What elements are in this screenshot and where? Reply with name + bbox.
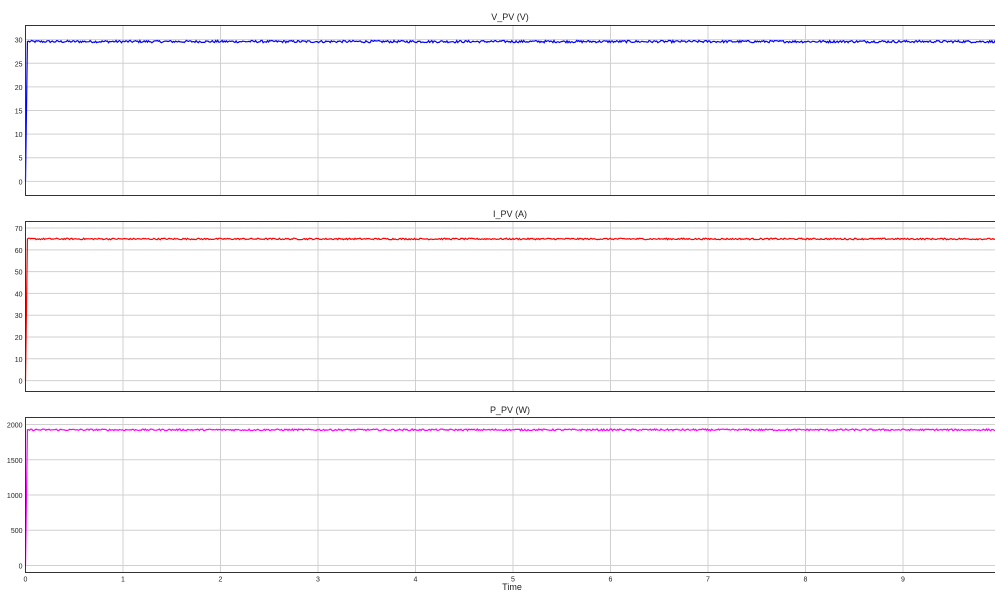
y-tick-label: 10	[15, 357, 23, 364]
x-axis-label: Time	[502, 582, 522, 592]
y-tick-label: 1500	[7, 458, 23, 465]
x-tick-label: 4	[414, 577, 418, 584]
x-tick-label: 3	[316, 577, 320, 584]
y-tick-label: 20	[15, 335, 23, 342]
x-tick-label: 2	[219, 577, 223, 584]
x-tick-label: 5	[511, 577, 515, 584]
y-tick-label: 30	[15, 38, 23, 45]
y-tick-label: 0	[19, 563, 23, 570]
y-tick-labels: 0 500 1000 1500 2000	[7, 423, 23, 571]
grid	[25, 221, 995, 392]
x-tick-label: 9	[901, 577, 905, 584]
x-tick-label: 0	[24, 577, 28, 584]
y-tick-label: 70	[15, 226, 23, 233]
y-tick-label: 30	[15, 313, 23, 320]
x-tick-label: 1	[121, 577, 125, 584]
y-tick-label: 20	[15, 85, 23, 92]
y-tick-label: 50	[15, 270, 23, 277]
axes-frame	[25, 417, 995, 573]
y-tick-label: 2000	[7, 423, 23, 430]
x-tick-label: 6	[609, 577, 613, 584]
y-tick-label: 500	[11, 528, 23, 535]
y-tick-label: 60	[15, 248, 23, 255]
panel-p-pv: P_PV (W) 0 500 1000 1500 2000 0 1 2 3 4 5 6 7 8 9 Tim…	[7, 405, 995, 592]
x-tick-label: 8	[804, 577, 808, 584]
series-line-v-pv	[24, 39, 995, 182]
panel-v-pv: V_PV (V) 0 5 10 15 20 25 30	[15, 12, 995, 196]
grid	[25, 417, 995, 573]
y-tick-label: 10	[15, 132, 23, 139]
panel-title: V_PV (V)	[491, 12, 529, 22]
panel-title: I_PV (A)	[493, 209, 527, 219]
x-tick-labels: 0 1 2 3 4 5 6 7 8 9	[24, 577, 906, 584]
axes-frame	[25, 25, 995, 196]
series-line-p-pv	[24, 427, 995, 566]
y-tick-labels: 0 10 20 30 40 50 60 70	[15, 226, 23, 386]
y-tick-label: 15	[15, 109, 23, 116]
y-tick-labels: 0 5 10 15 20 25 30	[15, 38, 23, 187]
y-tick-label: 1000	[7, 493, 23, 500]
y-tick-label: 40	[15, 291, 23, 298]
series-line-i-pv	[24, 237, 995, 381]
y-tick-label: 25	[15, 61, 23, 68]
axes-frame	[25, 221, 995, 392]
y-tick-label: 0	[19, 179, 23, 186]
y-tick-label: 5	[19, 156, 23, 163]
x-tick-label: 7	[706, 577, 710, 584]
panel-title: P_PV (W)	[490, 405, 530, 415]
y-tick-label: 0	[19, 379, 23, 386]
panel-i-pv: I_PV (A) 0 10 20 30 40 50 60 70	[15, 209, 995, 392]
grid	[25, 25, 995, 196]
